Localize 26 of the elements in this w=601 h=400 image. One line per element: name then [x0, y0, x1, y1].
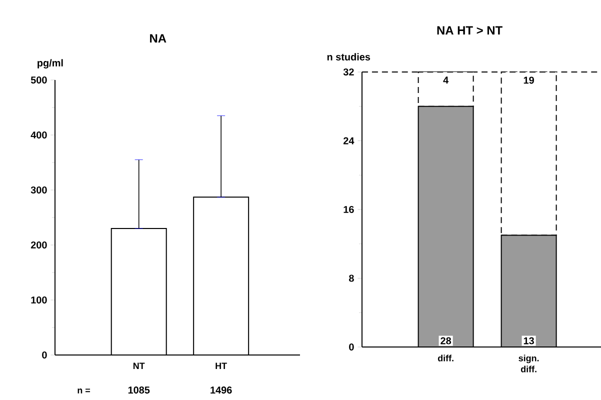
- data-label: 13: [524, 337, 534, 344]
- y-tick-label: 400: [30, 131, 47, 139]
- y-tick-label: 0: [42, 351, 47, 359]
- y-tick-label: 100: [31, 296, 47, 304]
- y-tick-label: 0: [349, 343, 354, 351]
- y-tick-label: 16: [344, 206, 354, 214]
- x-tick-label: NT: [133, 362, 145, 369]
- chart-title: NA: [150, 34, 166, 43]
- chart-title: NA HT > NT: [437, 26, 502, 34]
- text: 1496: [210, 386, 232, 394]
- data-label: 28: [440, 337, 452, 344]
- text: 1085: [128, 386, 150, 394]
- y-tick-label: 24: [343, 137, 354, 144]
- y-tick-label: 300: [30, 186, 47, 194]
- data-label: 19: [524, 76, 534, 84]
- x-tick-label: diff.: [438, 354, 454, 362]
- x-tick-label: sign. diff.: [518, 354, 539, 372]
- text: n =: [78, 388, 90, 394]
- y-axis-title: pg/ml: [38, 59, 63, 68]
- y-tick-label: 500: [30, 76, 47, 84]
- y-axis-title: n studies: [327, 53, 370, 60]
- y-tick-label: 200: [30, 241, 47, 249]
- x-tick-label: HT: [216, 362, 227, 369]
- data-label: 4: [443, 76, 449, 84]
- y-tick-label: 8: [349, 274, 354, 282]
- y-tick-label: 32: [343, 68, 354, 76]
